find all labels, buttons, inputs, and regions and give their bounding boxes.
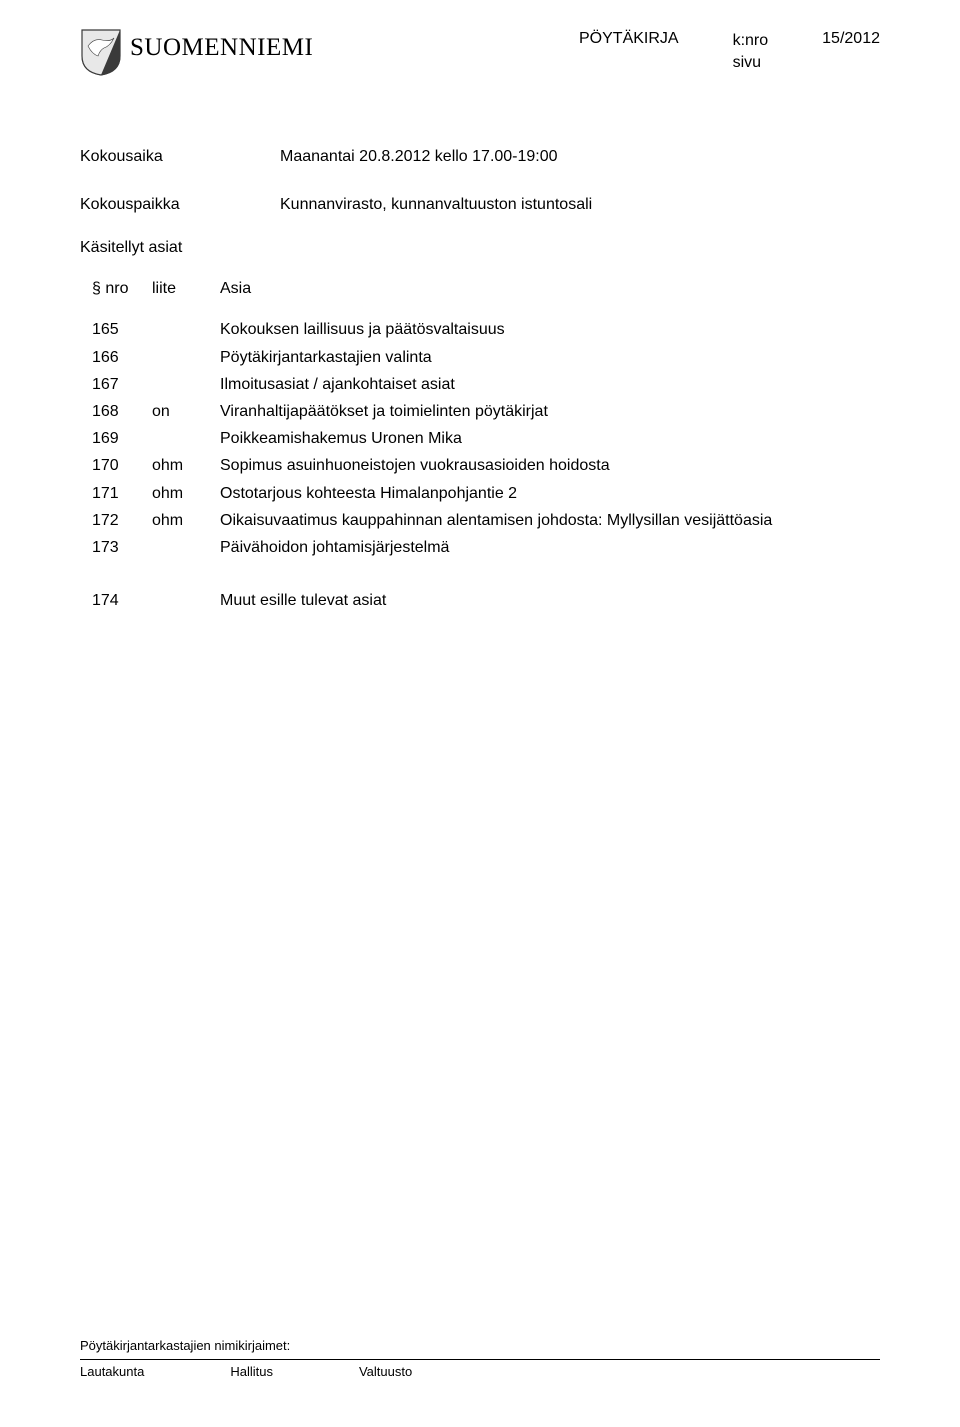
cell-liite (152, 371, 220, 398)
kokouspaikka-value: Kunnanvirasto, kunnanvaltuuston istuntos… (280, 192, 880, 218)
header: SUOMENNIEMI PÖYTÄKIRJA k:nro sivu 15/201… (80, 28, 880, 76)
footer-rule (80, 1359, 880, 1360)
wordmark: SUOMENNIEMI (130, 28, 313, 62)
cell-liite (152, 587, 220, 614)
col-header-asia: Asia (220, 275, 880, 302)
cell-asia: Ilmoitusasiat / ajankohtaiset asiat (220, 371, 880, 398)
cell-asia: Oikaisuvaatimus kauppahinnan alentamisen… (220, 507, 880, 534)
table-row: 169 Poikkeamishakemus Uronen Mika (80, 425, 880, 452)
asiat-table: § nro liite Asia 165 Kokouksen laillisuus… (80, 275, 880, 614)
asiat-table-body: 165 Kokouksen laillisuus ja päätösvaltais… (80, 316, 880, 614)
cell-nro: 172 (80, 507, 152, 534)
table-row: 173 Päivähoidon johtamisjärjestelmä (80, 534, 880, 561)
meta-section: Kokousaika Maanantai 20.8.2012 kello 17.… (80, 144, 880, 217)
table-row: 171ohmOstotarjous kohteesta Himalanpohja… (80, 480, 880, 507)
logo-block: SUOMENNIEMI (80, 28, 313, 76)
footer: Pöytäkirjantarkastajien nimikirjaimet: L… (80, 1358, 880, 1379)
cell-asia: Kokouksen laillisuus ja päätösvaltaisuus (220, 316, 880, 343)
cell-asia: Sopimus asuinhuoneistojen vuokrausasioid… (220, 452, 880, 479)
cell-asia: Viranhaltijapäätökset ja toimielinten pö… (220, 398, 880, 425)
footer-col-valtuusto: Valtuusto (359, 1364, 412, 1379)
knro-label: k:nro (733, 30, 769, 52)
doc-type: PÖYTÄKIRJA (579, 30, 679, 73)
cell-nro: 165 (80, 316, 152, 343)
cell-liite (152, 344, 220, 371)
table-row: 165 Kokouksen laillisuus ja päätösvaltais… (80, 316, 880, 343)
cell-nro: 169 (80, 425, 152, 452)
cell-asia: Päivähoidon johtamisjärjestelmä (220, 534, 880, 561)
crest-icon (80, 28, 122, 76)
header-knro-col: k:nro sivu (733, 30, 769, 73)
cell-nro: 167 (80, 371, 152, 398)
sivu-label: sivu (733, 52, 769, 74)
cell-asia: Poikkeamishakemus Uronen Mika (220, 425, 880, 452)
table-row: 168onViranhaltijapäätökset ja toimielint… (80, 398, 880, 425)
col-header-liite: liite (152, 275, 220, 302)
cell-nro: 168 (80, 398, 152, 425)
cell-nro: 174 (80, 587, 152, 614)
table-row: 167 Ilmoitusasiat / ajankohtaiset asiat (80, 371, 880, 398)
cell-nro: 166 (80, 344, 152, 371)
footer-col-lautakunta: Lautakunta (80, 1364, 144, 1379)
footer-col-hallitus: Hallitus (230, 1364, 273, 1379)
meta-row-kokousaika: Kokousaika Maanantai 20.8.2012 kello 17.… (80, 144, 880, 170)
asiat-table-head: § nro liite Asia (80, 275, 880, 302)
cell-liite (152, 316, 220, 343)
kokouspaikka-label: Kokouspaikka (80, 192, 280, 218)
kokousaika-value: Maanantai 20.8.2012 kello 17.00-19:00 (280, 144, 880, 170)
footer-cols: Lautakunta Hallitus Valtuusto (80, 1362, 880, 1379)
cell-liite: ohm (152, 507, 220, 534)
cell-asia: Ostotarjous kohteesta Himalanpohjantie 2 (220, 480, 880, 507)
col-header-nro: § nro (80, 275, 152, 302)
cell-liite: on (152, 398, 220, 425)
knro-value: 15/2012 (822, 30, 880, 73)
table-row: 174 Muut esille tulevat asiat (80, 587, 880, 614)
table-row: 172ohmOikaisuvaatimus kauppahinnan alent… (80, 507, 880, 534)
cell-asia: Pöytäkirjantarkastajien valinta (220, 344, 880, 371)
header-right: PÖYTÄKIRJA k:nro sivu 15/2012 (579, 28, 880, 73)
cell-liite (152, 425, 220, 452)
page: SUOMENNIEMI PÖYTÄKIRJA k:nro sivu 15/201… (0, 0, 960, 1427)
asiat-heading: Käsitellyt asiat (80, 239, 880, 257)
cell-asia: Muut esille tulevat asiat (220, 587, 880, 614)
cell-nro: 171 (80, 480, 152, 507)
kokousaika-label: Kokousaika (80, 144, 280, 170)
cell-liite (152, 534, 220, 561)
cell-liite: ohm (152, 480, 220, 507)
cell-liite: ohm (152, 452, 220, 479)
cell-nro: 173 (80, 534, 152, 561)
table-row: 166 Pöytäkirjantarkastajien valinta (80, 344, 880, 371)
meta-row-kokouspaikka: Kokouspaikka Kunnanvirasto, kunnanvaltuu… (80, 192, 880, 218)
cell-nro: 170 (80, 452, 152, 479)
table-row: 170ohmSopimus asuinhuoneistojen vuokraus… (80, 452, 880, 479)
footer-caption: Pöytäkirjantarkastajien nimikirjaimet: (80, 1338, 880, 1353)
